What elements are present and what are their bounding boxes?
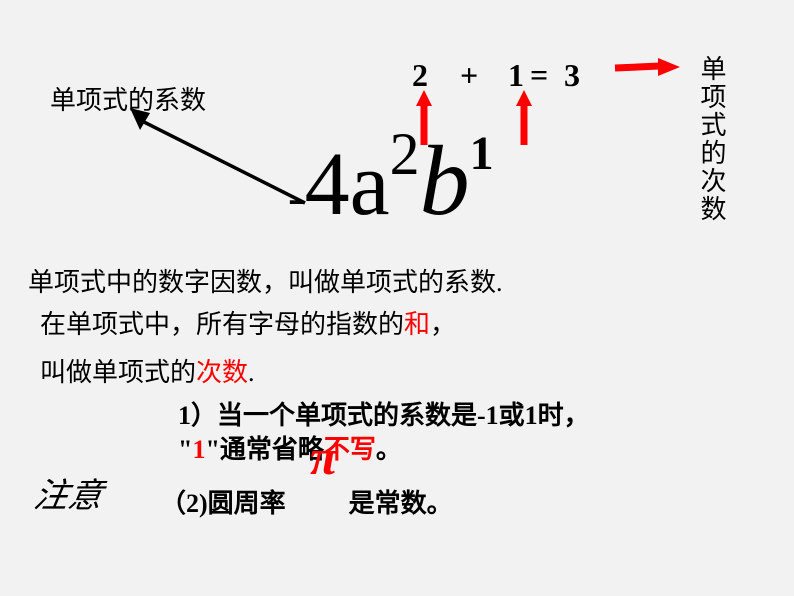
note2-a: （2)圆周率 xyxy=(160,489,286,518)
line3-a: 叫做单项式的 xyxy=(40,358,196,387)
line1-a: 单项式中的数字因数，叫做单项式的 xyxy=(28,268,444,297)
degree-label-vertical: 单项式的次数 xyxy=(693,55,730,223)
line2-b: ， xyxy=(430,310,456,339)
definition-line-1: 单项式中的数字因数，叫做单项式的系数. xyxy=(28,265,503,301)
fml-exp2: 1 xyxy=(470,127,494,180)
up-arrow-2-icon xyxy=(514,90,534,145)
note1-c: "通常省略 xyxy=(205,435,323,464)
definition-line-3: 叫做单项式的次数. xyxy=(40,355,255,391)
note1-red: 1 xyxy=(192,435,205,464)
note-1-line-1: 1）当一个单项式的系数是-1或1时， xyxy=(178,398,590,434)
attention-label: 注意 xyxy=(31,468,108,517)
eq-n3: 3 xyxy=(564,57,580,94)
right-arrow-icon xyxy=(610,53,680,83)
note-2: （2)圆周率 是常数。 xyxy=(160,486,453,522)
note1-b: " xyxy=(178,435,192,464)
note-1-line-2: "1"通常省略不写。 xyxy=(178,432,402,468)
fml-var1: a xyxy=(350,135,390,234)
line1-c: . xyxy=(496,268,503,297)
line3-red: 次数 xyxy=(196,358,248,387)
note2-b: 是常数。 xyxy=(349,489,453,518)
eq-n1: 2 xyxy=(412,57,428,94)
definition-line-2: 在单项式中，所有字母的指数的和， xyxy=(40,307,456,343)
black-arrow-icon xyxy=(125,105,325,215)
line2-red: 和 xyxy=(404,310,430,339)
note1-d: 。 xyxy=(376,435,402,464)
up-arrow-1-icon xyxy=(414,90,434,145)
line1-b: 系数 xyxy=(444,268,496,297)
eq-plus: + xyxy=(460,57,478,94)
pi-symbol: π xyxy=(310,428,337,486)
line3-b: . xyxy=(248,358,255,387)
eq-eq: = xyxy=(530,57,548,94)
line2-a: 在单项式中，所有字母的指数的 xyxy=(40,310,404,339)
eq-n2: 1 xyxy=(508,57,524,94)
